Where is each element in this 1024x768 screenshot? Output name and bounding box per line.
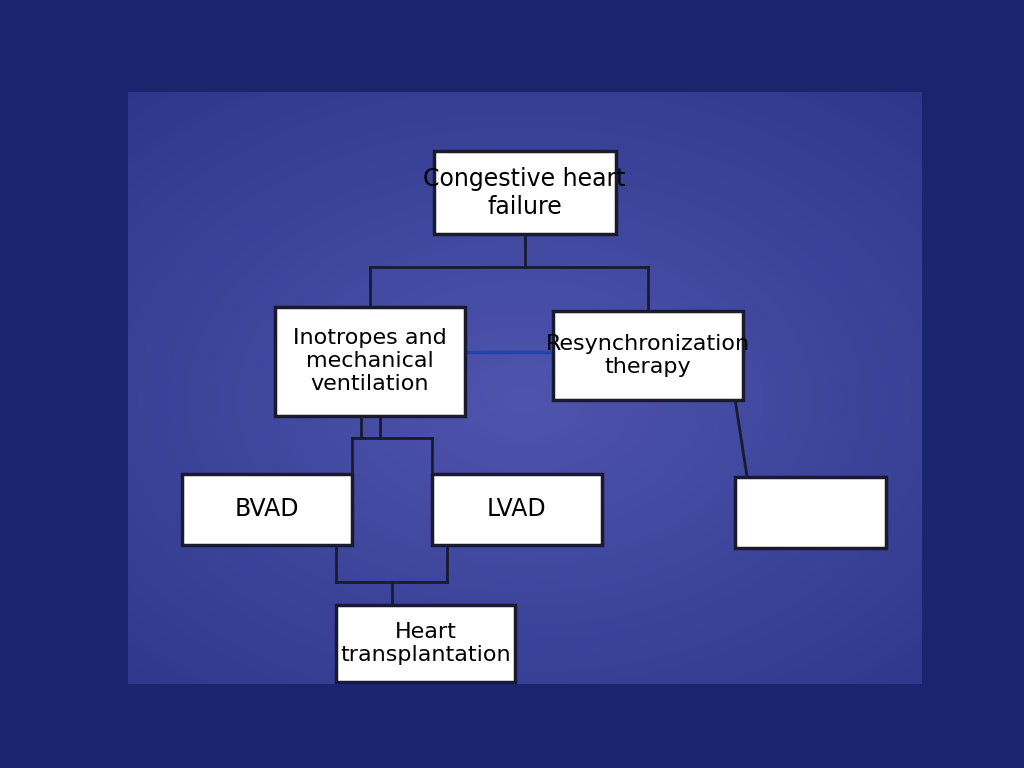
Ellipse shape [376,300,674,499]
Ellipse shape [79,101,971,699]
Ellipse shape [158,154,892,646]
Ellipse shape [238,207,812,593]
Ellipse shape [0,27,1024,768]
Ellipse shape [177,167,872,633]
Ellipse shape [138,141,911,659]
Ellipse shape [39,74,1011,726]
Ellipse shape [386,306,664,493]
Ellipse shape [18,61,1024,739]
Ellipse shape [98,114,951,686]
Ellipse shape [505,386,545,413]
Ellipse shape [88,107,962,693]
Ellipse shape [0,34,1024,766]
FancyBboxPatch shape [336,605,515,682]
Ellipse shape [287,240,763,559]
Ellipse shape [495,379,555,419]
Ellipse shape [247,214,803,586]
Ellipse shape [128,134,922,666]
Ellipse shape [456,353,594,446]
Ellipse shape [9,54,1024,746]
Ellipse shape [29,67,1021,733]
Ellipse shape [356,286,693,513]
FancyBboxPatch shape [433,151,616,234]
Ellipse shape [316,260,733,539]
Ellipse shape [327,266,723,533]
Ellipse shape [48,81,1001,719]
Ellipse shape [0,7,1024,768]
Ellipse shape [69,94,981,706]
FancyBboxPatch shape [431,474,602,545]
Ellipse shape [257,220,793,579]
FancyBboxPatch shape [553,311,743,399]
FancyBboxPatch shape [274,306,465,416]
FancyBboxPatch shape [181,474,352,545]
Ellipse shape [118,127,932,673]
Ellipse shape [147,147,902,653]
Ellipse shape [276,233,773,566]
Text: Congestive heart
failure: Congestive heart failure [424,167,626,219]
Ellipse shape [515,393,535,406]
Ellipse shape [0,41,1024,759]
Ellipse shape [267,227,782,573]
Ellipse shape [435,339,614,459]
Ellipse shape [187,174,862,626]
Ellipse shape [168,161,882,639]
Ellipse shape [406,319,644,479]
Ellipse shape [109,121,941,679]
Ellipse shape [297,247,753,553]
Ellipse shape [416,326,634,473]
Text: Heart
transplantation: Heart transplantation [340,622,511,665]
Ellipse shape [217,194,833,606]
Ellipse shape [227,200,822,599]
Ellipse shape [396,313,653,486]
Ellipse shape [0,47,1024,753]
Ellipse shape [336,273,714,526]
Ellipse shape [465,359,585,439]
Ellipse shape [445,346,604,453]
Ellipse shape [0,21,1024,768]
Ellipse shape [0,14,1024,768]
Ellipse shape [346,280,703,519]
Text: LVAD: LVAD [487,497,547,521]
Ellipse shape [475,366,574,433]
Text: BVAD: BVAD [234,497,299,521]
Text: Inotropes and
mechanical
ventilation: Inotropes and mechanical ventilation [293,328,446,395]
Ellipse shape [198,180,852,619]
Ellipse shape [207,187,842,613]
Ellipse shape [426,333,624,466]
Text: Resynchronization
therapy: Resynchronization therapy [546,334,750,377]
Ellipse shape [58,87,991,713]
Ellipse shape [366,293,684,506]
Ellipse shape [306,253,743,546]
Ellipse shape [485,373,564,426]
FancyBboxPatch shape [735,476,886,548]
